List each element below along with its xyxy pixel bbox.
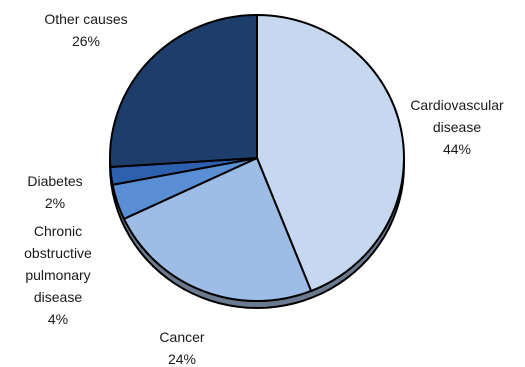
pie-labels: Cardiovascular disease 44% Cancer 24% Chronic…: [24, 11, 504, 367]
slice-label-line: obstructive: [24, 245, 92, 261]
slice-label-line: pulmonary: [25, 267, 90, 283]
slice-label-other-causes: Other causes 26%: [44, 11, 127, 49]
slice-label-chronic-obstructive-pulmonary-disease: Chronic obstructive pulmonary disease 4%: [24, 223, 92, 327]
slice-label-line: 2%: [45, 195, 65, 211]
slice-label-line: Cardiovascular: [410, 97, 504, 113]
pie-slices: [109, 14, 405, 302]
slice-label-line: Chronic: [34, 223, 82, 239]
pie-slice-other-causes: [109, 14, 258, 168]
slice-label-diabetes: Diabetes 2%: [27, 173, 82, 211]
slice-label-line: disease: [433, 119, 481, 135]
slice-label-line: 44%: [443, 141, 471, 157]
slice-label-line: 4%: [48, 311, 68, 327]
slice-label-line: disease: [34, 289, 82, 305]
slice-label-cardiovascular-disease: Cardiovascular disease 44%: [410, 97, 504, 157]
pie-slice-cardiovascular-disease: [256, 14, 405, 292]
pie-slice-cancer: [122, 157, 313, 302]
slice-label-line: Diabetes: [27, 173, 82, 189]
slice-label-line: Cancer: [159, 329, 204, 345]
slice-label-line: 24%: [168, 351, 196, 367]
slice-label-line: Other causes: [44, 11, 127, 27]
slice-label-line: 26%: [72, 33, 100, 49]
slice-label-cancer: Cancer 24%: [159, 329, 204, 367]
